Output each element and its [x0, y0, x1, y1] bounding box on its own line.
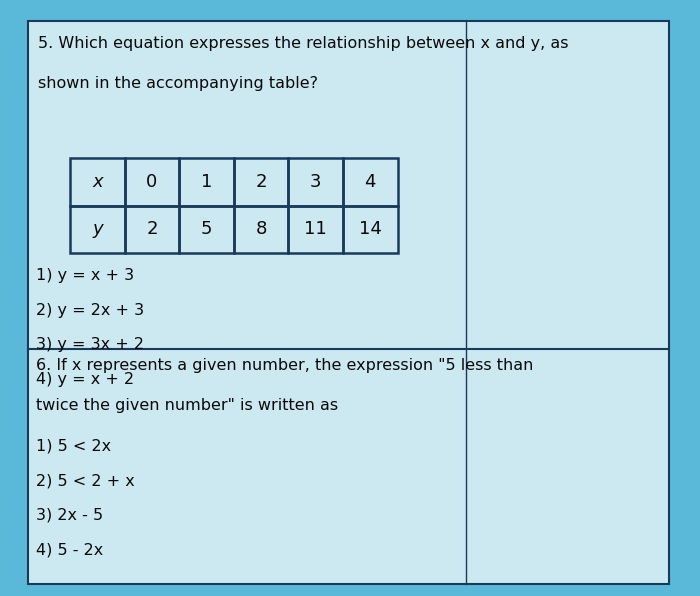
Text: 2: 2 [256, 173, 267, 191]
Text: twice the given number" is written as: twice the given number" is written as [36, 398, 339, 413]
Text: 1: 1 [201, 173, 212, 191]
FancyBboxPatch shape [28, 21, 668, 584]
Bar [125, 206, 179, 253]
Text: 11: 11 [304, 221, 327, 238]
Text: 1) y = x + 3: 1) y = x + 3 [36, 268, 134, 283]
Bar [234, 206, 288, 253]
Text: 4: 4 [365, 173, 376, 191]
Text: 3) 2x - 5: 3) 2x - 5 [36, 508, 104, 523]
Text: 8: 8 [256, 221, 267, 238]
Bar [179, 158, 234, 206]
Bar [125, 158, 179, 206]
Text: 6. If x represents a given number, the expression "5 less than: 6. If x represents a given number, the e… [36, 358, 534, 372]
Text: 3) y = 3x + 2: 3) y = 3x + 2 [36, 337, 144, 352]
Text: 5: 5 [201, 221, 212, 238]
Text: 5. Which equation expresses the relationship between x and y, as: 5. Which equation expresses the relation… [38, 36, 569, 51]
Text: 14: 14 [359, 221, 382, 238]
Bar [288, 158, 343, 206]
Text: x: x [92, 173, 103, 191]
Text: 2) y = 2x + 3: 2) y = 2x + 3 [36, 303, 144, 318]
Bar [234, 158, 288, 206]
Bar [179, 206, 234, 253]
Text: 1) 5 < 2x: 1) 5 < 2x [36, 439, 111, 454]
Text: 4) 5 - 2x: 4) 5 - 2x [36, 542, 104, 557]
Text: 2: 2 [146, 221, 158, 238]
Bar [70, 158, 125, 206]
Bar [70, 206, 125, 253]
Text: shown in the accompanying table?: shown in the accompanying table? [38, 76, 318, 91]
Text: y: y [92, 221, 103, 238]
Text: 2) 5 < 2 + x: 2) 5 < 2 + x [36, 473, 135, 488]
Text: 0: 0 [146, 173, 158, 191]
Bar [343, 206, 398, 253]
Bar [288, 206, 343, 253]
Bar [343, 158, 398, 206]
Text: 3: 3 [310, 173, 321, 191]
Text: 4) y = x + 2: 4) y = x + 2 [36, 372, 134, 387]
